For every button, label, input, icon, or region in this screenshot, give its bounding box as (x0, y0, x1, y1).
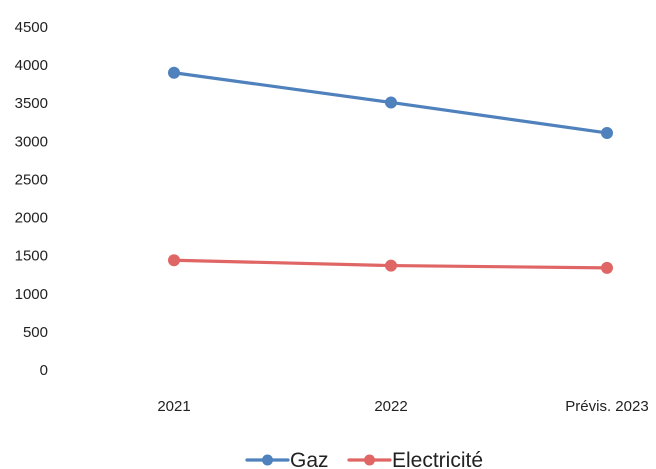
plot-area (168, 66, 613, 274)
series-electricite (168, 254, 613, 274)
y-tick-label: 0 (40, 362, 48, 379)
y-tick-label: 4000 (15, 57, 48, 74)
data-point-gaz (601, 126, 613, 139)
data-point-gaz (385, 96, 397, 109)
data-point-electricite (168, 254, 180, 267)
legend-label-electricite: Electricité (392, 449, 483, 469)
legend-marker-electricite (364, 454, 375, 466)
legend-marker-gaz (262, 454, 273, 466)
y-tick-label: 500 (23, 324, 48, 341)
y-tick-label: 3000 (15, 133, 48, 150)
data-point-electricite (601, 261, 613, 274)
x-tick-label: 2022 (374, 398, 407, 415)
data-point-gaz (168, 66, 180, 79)
legend-item-electricite: Electricité (347, 449, 483, 469)
data-point-electricite (385, 259, 397, 272)
y-tick-label: 2000 (15, 210, 48, 227)
x-tick-label: Prévis. 2023 (565, 398, 648, 415)
y-tick-label: 1000 (15, 286, 48, 303)
legend: Gaz Electricité (245, 449, 483, 469)
y-tick-label: 1500 (15, 248, 48, 265)
y-tick-label: 2500 (15, 171, 48, 188)
x-tick-label: 2021 (157, 398, 190, 415)
x-axis: 2021 2022 Prévis. 2023 (157, 398, 648, 415)
y-tick-label: 4500 (15, 19, 48, 36)
legend-item-gaz: Gaz (245, 449, 329, 469)
series-gaz (168, 66, 613, 139)
legend-label-gaz: Gaz (290, 449, 329, 469)
y-tick-label: 3500 (15, 95, 48, 112)
y-axis: 0 500 1000 1500 2000 2500 3000 3500 4000 4500 (15, 19, 48, 379)
